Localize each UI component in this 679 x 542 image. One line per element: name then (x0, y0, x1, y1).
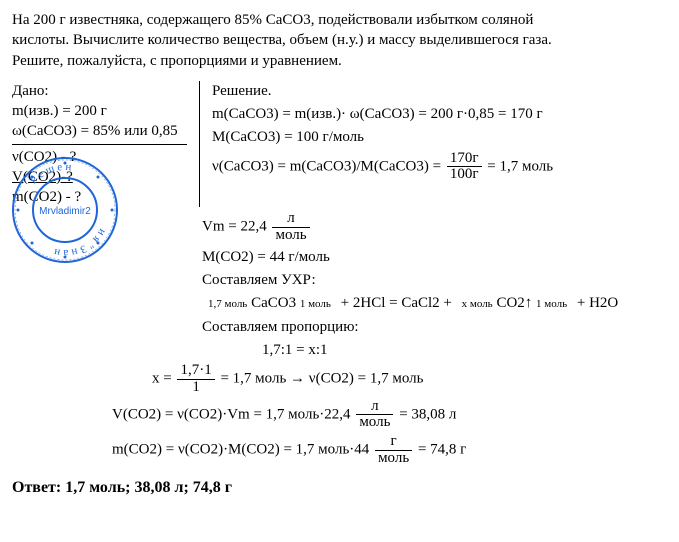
sol-s6: Составляем УХР: (202, 270, 667, 290)
sol-s2: M(CaCO3) = 100 г/моль (212, 127, 667, 147)
problem-line-2: кислоты. Вычислите количество вещества, … (12, 30, 667, 50)
given-l2: ω(CaCO3) = 85% или 0,85 (12, 121, 187, 141)
problem-line-1: На 200 г известняка, содержащего 85% CaC… (12, 10, 667, 30)
answer-line: Ответ: 1,7 моль; 38,08 л; 74,8 г (12, 477, 667, 499)
sol-s4: Vm = 22,4 лмоль (202, 211, 667, 244)
given-l1: m(изв.) = 200 г (12, 101, 187, 121)
given-l5: m(CO2) - ? (12, 187, 187, 207)
sol-s9: x = 1,7·11 = 1,7 моль → ν(CO2) = 1,7 мол… (152, 363, 667, 396)
given-solution-block: Дано: m(изв.) = 200 г ω(CaCO3) = 85% или… (12, 81, 667, 208)
sol-s5: M(CO2) = 44 г/моль (202, 247, 667, 267)
sol-s7: Составляем пропорцию: (202, 317, 667, 337)
solution-title: Решение. (212, 81, 667, 101)
sol-s10: V(CO2) = ν(CO2)·Vm = 1,7 моль·22,4 лмоль… (112, 399, 667, 432)
solution-body: Vm = 22,4 лмоль M(CO2) = 44 г/моль Соста… (12, 211, 667, 466)
sol-s1: m(CaCO3) = m(изв.)· ω(CaCO3) = 200 г·0,8… (212, 104, 667, 124)
given-l3: ν(CO2) - ? (12, 147, 187, 167)
given-divider (12, 144, 187, 145)
given-title: Дано: (12, 81, 187, 101)
sol-s11: m(CO2) = ν(CO2)·M(CO2) = 1,7 моль·44 гмо… (112, 434, 667, 467)
sol-s3: ν(CaCO3) = m(CaCO3)/M(CaCO3) = 170г100г … (212, 151, 667, 184)
given-l4: V(CO2)-? (12, 167, 187, 187)
sol-s8: 1,7:1 = x:1 (202, 340, 667, 360)
sol-eq: 1,7 моль CaCO3 1 моль + 2HCl = CaCl2 + x… (202, 293, 667, 313)
given-column: Дано: m(изв.) = 200 г ω(CaCO3) = 85% или… (12, 81, 199, 208)
problem-line-3: Решите, пожалуйста, с пропорциями и урав… (12, 51, 667, 71)
solution-column-top: Решение. m(CaCO3) = m(изв.)· ω(CaCO3) = … (199, 81, 667, 208)
